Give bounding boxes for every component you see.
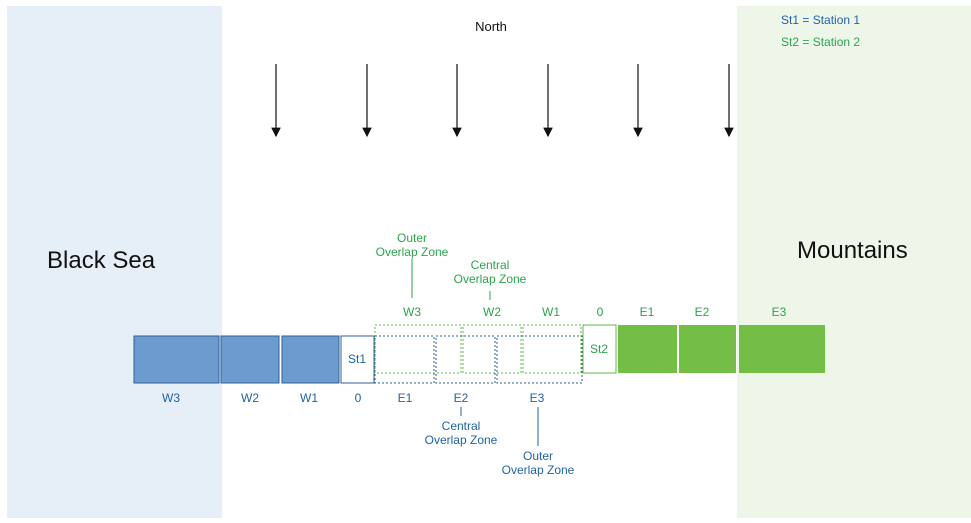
st2-label-e2: E2	[695, 305, 710, 319]
st1-station-box	[340, 335, 375, 384]
st2-cell-w1	[522, 324, 582, 374]
black-sea-region	[7, 6, 222, 518]
black-sea-label: Black Sea	[47, 247, 156, 274]
st1-central-zone-line1: Central	[442, 419, 481, 433]
st2-station-box	[582, 324, 617, 374]
st1-central-zone-line2: Overlap Zone	[425, 433, 498, 447]
st2-central-zone-line1: Central	[471, 258, 510, 272]
st1-box-label: St1	[348, 352, 366, 366]
st1-label-e3: E3	[530, 391, 545, 405]
st1-outer-zone-line2: Overlap Zone	[502, 463, 575, 477]
st2-cell-e2	[679, 325, 736, 373]
st1-label-w1: W1	[300, 391, 318, 405]
st2-cell-w2	[462, 324, 522, 374]
st2-label-e1: E1	[640, 305, 655, 319]
st1-cell-w3	[133, 335, 220, 384]
st1-label-e2: E2	[454, 391, 469, 405]
st2-label-0: 0	[597, 305, 604, 319]
st1-cell-w2	[220, 335, 280, 384]
st2-label-w2: W2	[483, 305, 501, 319]
st2-label-w1: W1	[542, 305, 560, 319]
north-arrows	[271, 64, 734, 138]
st1-label-e1: E1	[398, 391, 413, 405]
st1-cell-e2	[435, 335, 496, 384]
st2-outer-zone-line2: Overlap Zone	[376, 245, 449, 259]
st2-cell-w3	[374, 324, 462, 374]
st1-label-0: 0	[355, 391, 362, 405]
st1-cell-e3	[496, 335, 583, 384]
st2-box-label: St2	[590, 342, 608, 356]
st1-outer-zone-line1: Outer	[523, 449, 553, 463]
st1-label-w2: W2	[241, 391, 259, 405]
st2-central-zone-line2: Overlap Zone	[454, 272, 527, 286]
mountains-region	[737, 6, 971, 518]
st2-label-e3: E3	[772, 305, 787, 319]
legend-st1: St1 = Station 1	[781, 13, 860, 27]
st1-cell-e1	[374, 335, 435, 384]
st1-label-w3: W3	[162, 391, 180, 405]
st2-outer-zone-line1: Outer	[397, 231, 427, 245]
legend-st2: St2 = Station 2	[781, 35, 860, 49]
st2-label-w3: W3	[403, 305, 421, 319]
mountains-label: Mountains	[797, 237, 908, 264]
st1-cell-w1	[281, 335, 340, 384]
st2-cell-e3	[739, 325, 825, 373]
st2-cell-e1	[618, 325, 677, 373]
north-label: North	[475, 19, 507, 34]
